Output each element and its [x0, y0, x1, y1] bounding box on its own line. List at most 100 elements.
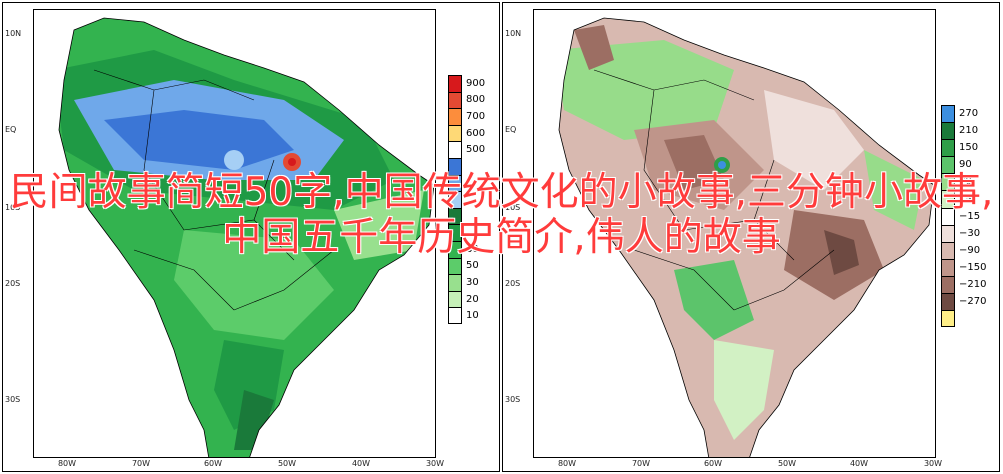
lat-tick: 30S — [5, 395, 21, 404]
legend-entry: 10 — [448, 307, 485, 324]
legend-swatch — [448, 307, 462, 324]
lat-tick: EQ — [5, 125, 17, 134]
lat-tick: 10S — [505, 203, 521, 212]
legend-entry: 800 — [448, 91, 486, 109]
legend-swatch — [448, 224, 462, 241]
legend-entry — [448, 174, 485, 192]
lat-tick: 10N — [505, 29, 522, 38]
legend-swatch — [941, 258, 955, 276]
legend-entry: −15 — [941, 207, 986, 225]
legend-swatch — [448, 207, 462, 225]
legend-swatch — [941, 190, 955, 208]
lon-tick: 60W — [203, 459, 223, 468]
legend-entry — [941, 310, 986, 328]
legend-swatch — [448, 257, 462, 275]
legend-swatch — [448, 91, 462, 109]
legend-label: 60 — [466, 243, 479, 255]
legend-swatch — [941, 293, 955, 311]
legend-swatch — [448, 290, 462, 308]
legend-label: −150 — [959, 261, 987, 273]
legend-label: 15 — [959, 193, 972, 205]
legend-swatch — [941, 241, 955, 259]
right-anomaly-map — [534, 10, 935, 457]
lon-tick: 50W — [277, 459, 297, 468]
legend-label: 30 — [466, 276, 479, 288]
legend-entry: 210 — [941, 122, 986, 140]
legend-entry: 20 — [448, 290, 485, 308]
legend-label: 270 — [959, 108, 979, 120]
lat-tick: 20S — [505, 279, 521, 288]
legend-entry: 700 — [448, 108, 485, 125]
lon-tick: 80W — [57, 459, 77, 468]
legend-swatch — [448, 75, 462, 92]
lon-tick: 40W — [849, 459, 869, 468]
legend-entry: 30 — [941, 173, 986, 191]
lat-tick: 30S — [505, 395, 521, 404]
left-color-legend: 900 800 700 600 500 60 50 30 20 10 — [448, 75, 485, 324]
right-map-frame — [533, 9, 936, 458]
legend-entry: −270 — [941, 293, 987, 311]
legend-label: 90 — [959, 159, 972, 171]
legend-swatch — [448, 191, 462, 208]
lat-tick: 10S — [5, 203, 21, 212]
legend-entry: −150 — [941, 258, 987, 276]
legend-swatch — [448, 174, 462, 192]
lon-tick: 50W — [777, 459, 797, 468]
legend-swatch — [941, 224, 955, 242]
right-color-legend: 270 210 150 90 30 15 −15 −30 −90 −150 −210 −270 — [941, 105, 987, 328]
lon-tick: 60W — [703, 459, 723, 468]
legend-swatch — [941, 207, 955, 225]
legend-label: 20 — [466, 293, 479, 305]
lat-tick: EQ — [505, 125, 517, 134]
legend-entry: 270 — [941, 105, 986, 123]
left-map-panel: 10N EQ 10S 20S 30S 80W 70W 60W 50W 40W 3… — [2, 2, 500, 472]
legend-entry — [448, 191, 485, 208]
legend-entry: 90 — [941, 156, 986, 174]
legend-label: 210 — [959, 125, 979, 137]
legend-entry: 900 — [448, 75, 485, 92]
legend-swatch — [941, 275, 955, 294]
legend-entry: 60 — [448, 240, 485, 258]
lon-tick: 70W — [131, 459, 151, 468]
legend-entry — [448, 157, 485, 175]
legend-label: 10 — [466, 310, 479, 322]
legend-label: 600 — [466, 127, 486, 139]
legend-entry: 600 — [448, 124, 486, 142]
legend-entry: 15 — [941, 190, 986, 208]
legend-label: 50 — [466, 260, 479, 272]
right-map-panel: 10N EQ 10S 20S 30S 80W 70W 60W 50W 40W 3… — [502, 2, 1000, 472]
legend-label: 30 — [959, 176, 972, 188]
legend-entry — [448, 224, 485, 241]
legend-entry — [448, 207, 485, 225]
legend-label: 700 — [466, 110, 486, 122]
legend-swatch — [941, 105, 955, 123]
legend-label: −15 — [959, 210, 981, 222]
legend-label: −210 — [959, 278, 987, 290]
legend-label: 900 — [466, 77, 486, 89]
legend-label: 500 — [466, 144, 486, 156]
legend-swatch — [448, 141, 462, 158]
legend-label: 800 — [466, 94, 486, 106]
legend-swatch — [448, 108, 462, 125]
legend-swatch — [448, 240, 462, 258]
left-precip-map — [34, 10, 435, 457]
legend-label: −270 — [959, 296, 987, 308]
legend-swatch — [941, 139, 955, 157]
legend-label: 150 — [959, 142, 979, 154]
legend-entry: −210 — [941, 275, 987, 294]
legend-entry: −90 — [941, 241, 986, 259]
left-map-frame — [33, 9, 436, 458]
lon-tick: 30W — [425, 459, 445, 468]
lat-tick: 20S — [5, 279, 21, 288]
legend-swatch — [448, 274, 462, 291]
legend-label: −30 — [959, 227, 981, 239]
lon-tick: 40W — [351, 459, 371, 468]
lon-tick: 70W — [631, 459, 651, 468]
legend-entry: 500 — [448, 141, 485, 158]
legend-swatch — [941, 310, 955, 328]
legend-entry: −30 — [941, 224, 986, 242]
legend-entry: 150 — [941, 139, 986, 157]
legend-swatch — [448, 124, 462, 142]
lon-tick: 80W — [557, 459, 577, 468]
legend-label: −90 — [959, 244, 981, 256]
